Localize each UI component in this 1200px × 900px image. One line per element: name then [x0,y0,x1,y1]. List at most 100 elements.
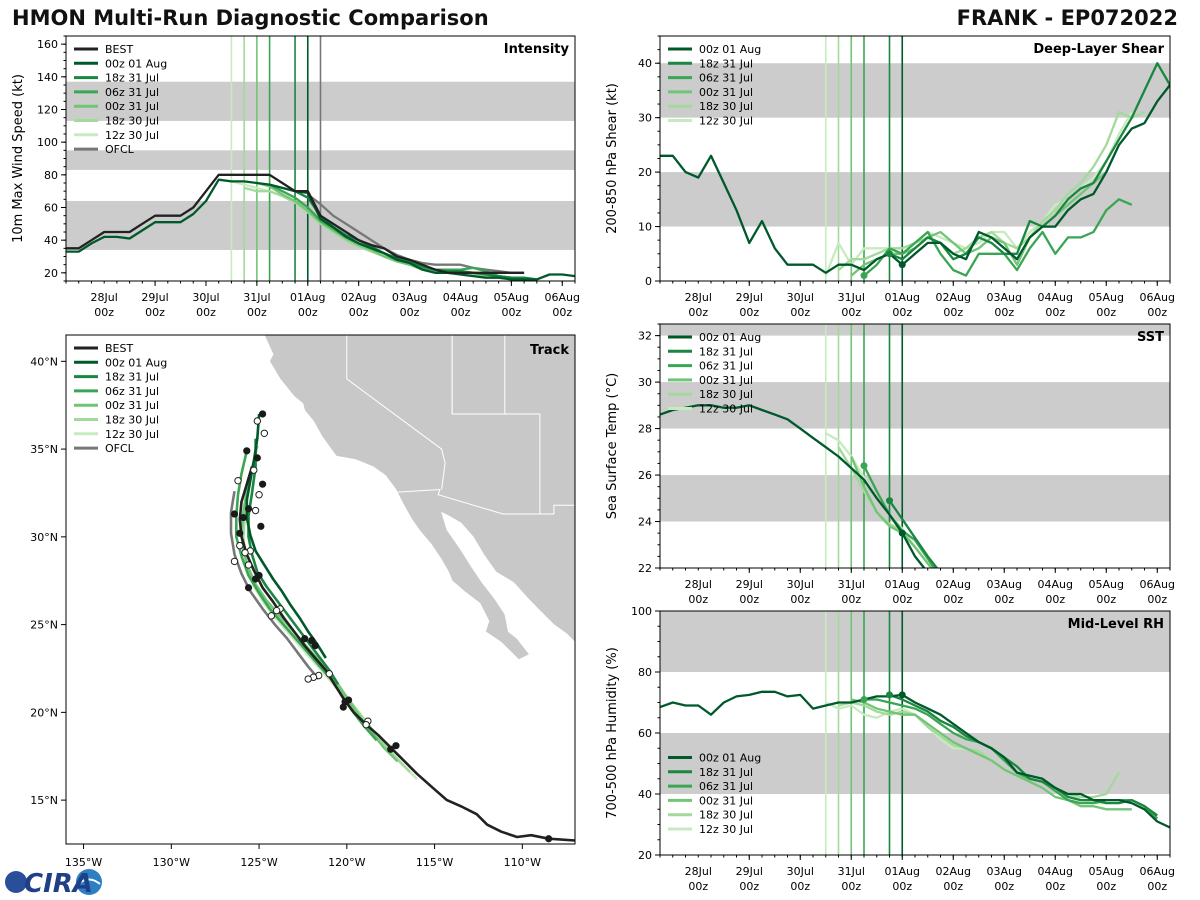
xtick-label-intensity-1: 29Jul [141,291,168,304]
track-marker-open-15 [234,476,242,485]
xtick-sublabel-rh-2: 00z [790,880,810,893]
xtick-sublabel-sst-1: 00z [739,593,759,606]
init-dot-sst-00z-01-aug [898,529,906,537]
storm-name: FRANK - EP072022 [956,6,1178,30]
land-mask [263,335,575,661]
series-shear-00z-01-aug [660,84,1170,274]
band-sst-2 [660,324,1170,336]
xtick-sublabel-rh-8: 00z [1096,880,1116,893]
xtick-label-rh-8: 05Aug [1089,865,1124,878]
legend-label-best: BEST [105,342,133,355]
cira-logo: CIRA [5,869,102,899]
legend-label-18z-30-jul: 18z 30 Jul [699,388,753,401]
track-marker-open-19 [244,561,253,569]
band-shear-1 [660,63,1170,118]
ytick-label-track-5: 40°N [30,355,58,368]
legend-label-12z-30-jul: 12z 30 Jul [105,428,159,441]
xtick-sublabel-shear-5: 00z [943,306,963,319]
xtick-label-track-4: 115°W [416,856,453,869]
legend-label-ofcl: OFCL [105,143,135,156]
ytick-label-track-0: 15°N [30,794,58,807]
legend-label-12z-30-jul: 12z 30 Jul [105,129,159,142]
init-dot-shear-18z-31-jul [886,250,893,258]
legend-label-18z-30-jul: 18z 30 Jul [105,414,159,427]
xtick-sublabel-rh-5: 00z [943,880,963,893]
xtick-label-sst-8: 05Aug [1089,578,1124,591]
series-sst-18z-31-jul [888,499,939,568]
xtick-sublabel-shear-1: 00z [739,306,759,319]
ytick-label-intensity-160: 160 [37,38,58,51]
xtick-label-sst-0: 28Jul [685,578,712,591]
band-rh-0 [660,733,1170,794]
legend-label-06z-31-jul: 06z 31 Jul [699,360,753,373]
series-rh-00z-31-jul [851,698,1132,811]
band-rh-1 [660,611,1170,672]
xtick-label-shear-2: 30Jul [787,291,814,304]
xtick-sublabel-rh-4: 00z [892,880,912,893]
xtick-label-rh-2: 30Jul [787,865,814,878]
track-marker-open-4 [304,675,312,683]
xtick-sublabel-shear-7: 00z [1045,306,1065,319]
xtick-sublabel-shear-6: 00z [994,306,1014,319]
track-marker-filled-2 [387,745,395,753]
track-marker-filled-8 [301,635,309,643]
xtick-sublabel-sst-6: 00z [994,593,1014,606]
xtick-sublabel-sst-5: 00z [943,593,963,606]
xtick-sublabel-shear-4: 00z [892,306,912,319]
panel-track: 135°W 130°W 125°W 120°W 115°W 110°W 15°N 20°N 25… [30,334,576,869]
xtick-sublabel-intensity-0: 00z [94,306,114,319]
xtick-sublabel-rh-0: 00z [688,880,708,893]
legend-label-18z-31-jul: 18z 31 Jul [105,72,159,85]
ytick-label-rh-60: 60 [638,727,652,740]
legend-label-18z-30-jul: 18z 30 Jul [699,809,753,822]
xtick-sublabel-sst-0: 00z [688,593,708,606]
xtick-sublabel-shear-8: 00z [1096,306,1116,319]
legend-label-18z-31-jul: 18z 31 Jul [699,766,753,779]
xtick-sublabel-intensity-8: 00z [501,306,521,319]
legend-label-00z-01-aug: 00z 01 Aug [699,331,761,344]
legend-label-00z-31-jul: 00z 31 Jul [105,100,159,113]
ytick-label-shear-0: 0 [645,275,652,288]
xtick-label-sst-3: 31Jul [838,578,865,591]
track-marker-filled-12 [236,529,244,537]
xtick-sublabel-intensity-5: 00z [349,306,369,319]
legend-label-00z-01-aug: 00z 01 Aug [105,57,167,70]
ytick-label-shear-10: 10 [638,221,652,234]
xtick-label-sst-6: 03Aug [987,578,1022,591]
xtick-sublabel-intensity-7: 00z [451,306,471,319]
xtick-label-sst-1: 29Jul [736,578,763,591]
track-marker-open-13 [255,491,263,499]
xtick-label-rh-0: 28Jul [685,865,712,878]
xtick-label-intensity-0: 28Jul [91,291,118,304]
band-shear-0 [660,172,1170,227]
init-dot-sst-06z-31-jul [860,462,868,470]
ytick-label-rh-40: 40 [638,788,652,801]
legend-label-best: BEST [105,43,133,56]
logo-globe-left [5,871,27,893]
track-marker-filled-1 [392,742,400,750]
xtick-label-track-3: 120°W [328,856,365,869]
track-marker-open-17 [253,417,262,425]
track-marker-open-16 [260,429,269,437]
series-shear-18z-31-jul [889,62,1170,261]
ytick-label-rh-80: 80 [638,666,652,679]
track-marker-open-7 [267,612,276,620]
track-marker-filled-5 [339,703,347,711]
legend-label-06z-31-jul: 06z 31 Jul [699,780,753,793]
border-line-1 [346,335,446,490]
track-marker-filled-19 [230,510,239,518]
xtick-label-intensity-5: 02Aug [341,291,376,304]
title-sst: SST [1137,330,1164,345]
legend-label-18z-31-jul: 18z 31 Jul [699,345,753,358]
ytick-label-shear-20: 20 [638,166,652,179]
ytick-label-sst-24: 24 [638,516,652,529]
xtick-label-sst-5: 02Aug [936,578,971,591]
ytick-label-shear-30: 30 [638,112,652,125]
xtick-sublabel-rh-9: 00z [1147,880,1167,893]
ytick-label-rh-100: 100 [631,605,652,618]
ytick-label-sst-28: 28 [638,423,652,436]
ytick-label-intensity-140: 140 [37,71,58,84]
